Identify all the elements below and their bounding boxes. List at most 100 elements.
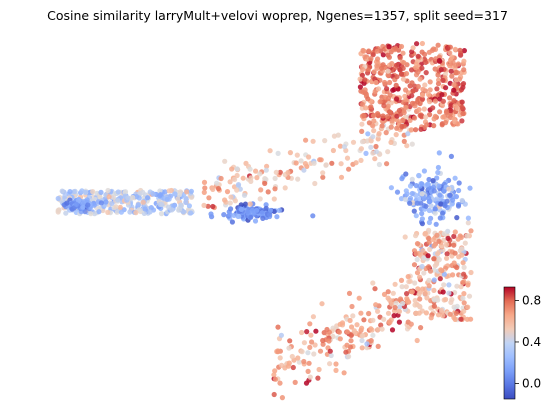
- scatter-point: [227, 179, 233, 185]
- scatter-point: [370, 332, 376, 338]
- scatter-point: [431, 123, 437, 129]
- scatter-point: [437, 276, 443, 282]
- scatter-point: [183, 199, 189, 205]
- scatter-point: [466, 293, 473, 299]
- scatter-point: [85, 202, 91, 208]
- scatter-point: [105, 187, 111, 194]
- scatter-point: [446, 290, 452, 296]
- scatter-point: [287, 338, 293, 344]
- scatter-point: [109, 201, 115, 207]
- scatter-point: [385, 289, 391, 295]
- scatter-point: [252, 218, 259, 224]
- scatter-point: [399, 123, 405, 130]
- scatter-point: [430, 236, 437, 243]
- scatter-point: [403, 87, 409, 93]
- scatter-point: [432, 206, 438, 212]
- scatter-point: [417, 303, 423, 309]
- scatter-point: [461, 291, 467, 297]
- scatter-point: [388, 185, 394, 191]
- scatter-point: [424, 122, 430, 128]
- scatter-point: [389, 301, 395, 307]
- scatter-point: [407, 117, 413, 123]
- scatter-point: [330, 333, 336, 340]
- scatter-point: [459, 246, 465, 252]
- scatter-point: [420, 86, 426, 92]
- scatter-point: [379, 123, 385, 129]
- scatter-point: [329, 160, 335, 166]
- scatter-point: [231, 212, 237, 218]
- scatter-point: [343, 349, 349, 355]
- scatter-point: [208, 211, 214, 217]
- scatter-point: [82, 189, 89, 195]
- scatter-point: [309, 339, 315, 345]
- scatter-point: [254, 175, 260, 181]
- scatter-point: [320, 337, 326, 344]
- scatter-point: [431, 303, 437, 309]
- scatter-point: [391, 313, 397, 319]
- scatter-point: [361, 113, 367, 119]
- scatter-point: [418, 325, 424, 331]
- scatter-point: [336, 329, 342, 335]
- scatter-point: [133, 210, 139, 216]
- scatter-point: [423, 114, 429, 120]
- scatter-point: [241, 192, 248, 198]
- scatter-point: [435, 72, 441, 78]
- scatter-point: [301, 358, 307, 365]
- scatter-point: [415, 69, 421, 75]
- scatter-point: [373, 302, 379, 308]
- scatter-point: [375, 343, 381, 349]
- scatter-point: [445, 235, 451, 241]
- scatter-point: [140, 199, 146, 205]
- scatter-point: [441, 231, 447, 237]
- scatter-point: [452, 46, 458, 52]
- scatter-point: [317, 157, 323, 163]
- scatter-point: [295, 355, 301, 361]
- scatter-point: [115, 189, 121, 195]
- scatter-point: [393, 82, 399, 88]
- scatter-point: [356, 295, 362, 301]
- scatter-point: [360, 333, 366, 339]
- scatter-point: [419, 210, 425, 217]
- scatter-point: [396, 319, 402, 325]
- scatter-point: [373, 149, 379, 155]
- scatter-point: [468, 228, 474, 234]
- scatter-point: [55, 207, 61, 214]
- scatter-point: [413, 127, 419, 133]
- scatter-point: [375, 308, 381, 314]
- scatter-point: [227, 212, 233, 218]
- scatter-point: [397, 296, 404, 302]
- scatter-point: [183, 195, 189, 201]
- scatter-point: [267, 212, 273, 218]
- scatter-point: [441, 271, 447, 277]
- scatter-point: [370, 113, 377, 119]
- scatter-point: [414, 270, 421, 276]
- scatter-point: [271, 196, 277, 202]
- scatter-point: [115, 197, 121, 203]
- scatter-point: [277, 355, 283, 361]
- scatter-point: [438, 307, 444, 313]
- scatter-point: [427, 112, 433, 118]
- scatter-point: [103, 199, 109, 205]
- scatter-point: [158, 211, 165, 217]
- scatter-point: [248, 214, 254, 220]
- scatter-point: [326, 338, 332, 344]
- scatter-point: [413, 61, 419, 67]
- scatter-point: [459, 252, 465, 258]
- scatter-point: [275, 349, 281, 355]
- scatter-point: [386, 95, 392, 101]
- scatter-point: [438, 201, 444, 207]
- scatter-point: [422, 291, 428, 297]
- scatter-point: [399, 176, 405, 182]
- scatter-point: [67, 189, 73, 195]
- scatter-point: [275, 150, 281, 156]
- scatter-point: [228, 206, 234, 212]
- scatter-point: [130, 194, 136, 201]
- scatter-point: [385, 103, 391, 109]
- scatter-point: [394, 74, 400, 80]
- scatter-point: [459, 118, 465, 124]
- scatter-point: [373, 79, 379, 86]
- scatter-point: [461, 300, 467, 306]
- scatter-point: [316, 366, 322, 373]
- scatter-point: [389, 327, 396, 333]
- scatter-point: [390, 87, 396, 93]
